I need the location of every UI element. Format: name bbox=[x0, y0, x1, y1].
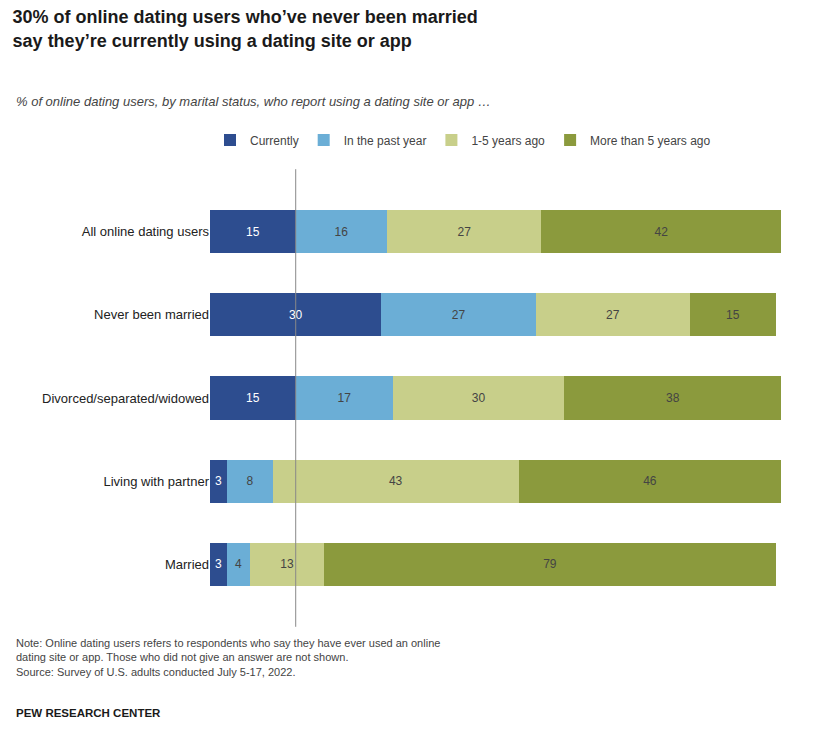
svg-text:More than 5 years ago: More than 5 years ago bbox=[590, 134, 710, 148]
svg-text:13: 13 bbox=[280, 557, 294, 571]
svg-text:Married: Married bbox=[165, 557, 209, 572]
svg-text:Note: Online dating users refe: Note: Online dating users refers to resp… bbox=[16, 637, 440, 678]
svg-text:27: 27 bbox=[452, 308, 466, 322]
svg-text:46: 46 bbox=[643, 474, 657, 488]
svg-text:27: 27 bbox=[457, 225, 471, 239]
svg-text:15: 15 bbox=[246, 225, 260, 239]
svg-text:16: 16 bbox=[335, 225, 349, 239]
svg-text:% of online dating users, by m: % of online dating users, by marital sta… bbox=[16, 94, 491, 109]
svg-text:27: 27 bbox=[606, 308, 620, 322]
svg-text:30: 30 bbox=[472, 391, 486, 405]
svg-text:Currently: Currently bbox=[250, 134, 299, 148]
svg-text:In the past year: In the past year bbox=[344, 134, 427, 148]
svg-text:Living with partner: Living with partner bbox=[104, 474, 210, 489]
svg-text:PEW RESEARCH CENTER: PEW RESEARCH CENTER bbox=[16, 707, 161, 719]
svg-text:15: 15 bbox=[726, 308, 740, 322]
svg-text:3: 3 bbox=[215, 557, 222, 571]
svg-text:Divorced/separated/widowed: Divorced/separated/widowed bbox=[42, 391, 209, 406]
svg-text:42: 42 bbox=[655, 225, 669, 239]
svg-text:4: 4 bbox=[235, 557, 242, 571]
svg-text:All online dating users: All online dating users bbox=[82, 224, 210, 239]
svg-text:15: 15 bbox=[246, 391, 260, 405]
svg-text:Never been married: Never been married bbox=[94, 307, 209, 322]
svg-text:38: 38 bbox=[666, 391, 680, 405]
svg-text:3: 3 bbox=[215, 474, 222, 488]
svg-text:43: 43 bbox=[389, 474, 403, 488]
svg-text:1-5 years ago: 1-5 years ago bbox=[471, 134, 545, 148]
svg-text:79: 79 bbox=[543, 557, 557, 571]
svg-text:30: 30 bbox=[289, 308, 303, 322]
svg-text:8: 8 bbox=[247, 474, 254, 488]
svg-text:17: 17 bbox=[337, 391, 351, 405]
svg-text:30% of online dating users who: 30% of online dating users who’ve never … bbox=[13, 7, 478, 50]
